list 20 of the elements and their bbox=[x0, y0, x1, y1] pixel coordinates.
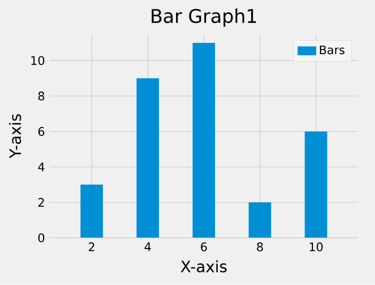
x-tick-label: 4 bbox=[144, 242, 151, 252]
y-tick-label: 8 bbox=[38, 92, 44, 101]
bar bbox=[304, 132, 328, 238]
x-tick-label: 8 bbox=[256, 242, 263, 252]
x-axis-title: X-axis bbox=[180, 260, 227, 273]
bar bbox=[248, 202, 272, 238]
y-tick-label: 10 bbox=[31, 56, 44, 66]
bar bbox=[80, 184, 103, 238]
y-tick-label: 6 bbox=[38, 127, 44, 136]
chart-title: Bar Graph1 bbox=[152, 8, 256, 27]
bar bbox=[192, 42, 216, 238]
x-tick-label: 6 bbox=[200, 242, 207, 252]
x-tick-label: 2 bbox=[88, 242, 94, 252]
y-axis-title: Y-axis bbox=[8, 114, 22, 158]
x-tick-label: 10 bbox=[310, 242, 323, 252]
y-tick-label: 0 bbox=[38, 233, 44, 242]
y-tick-label: 4 bbox=[38, 162, 44, 172]
bar bbox=[136, 78, 159, 238]
legend-label: Bars bbox=[320, 46, 344, 54]
y-tick-label: 2 bbox=[38, 198, 44, 207]
